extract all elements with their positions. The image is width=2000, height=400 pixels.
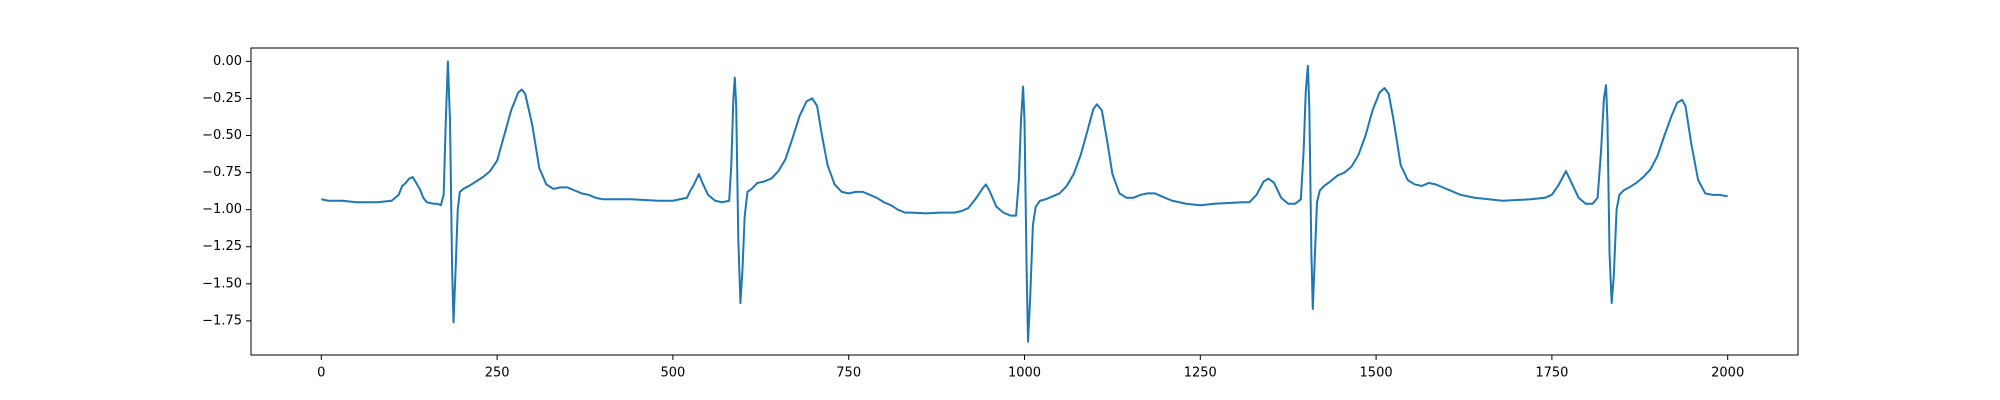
ecg-line bbox=[321, 60, 1728, 343]
x-tick-label: 0 bbox=[317, 366, 325, 381]
y-tick-label: −1.75 bbox=[202, 313, 242, 328]
x-tick-label: 250 bbox=[485, 366, 510, 381]
x-tick-label: 1500 bbox=[1360, 366, 1393, 381]
x-tick-label: 1750 bbox=[1535, 366, 1568, 381]
y-tick-label: −1.50 bbox=[202, 276, 242, 291]
x-tick-label: 1000 bbox=[1008, 366, 1041, 381]
y-tick-label: −0.75 bbox=[202, 165, 242, 180]
y-tick-label: −0.25 bbox=[202, 91, 242, 106]
y-tick-label: −1.00 bbox=[202, 202, 242, 217]
plot-frame bbox=[250, 47, 1799, 356]
x-tick-label: 750 bbox=[836, 366, 861, 381]
x-tick-label: 500 bbox=[660, 366, 685, 381]
y-tick-label: 0.00 bbox=[213, 54, 242, 69]
y-tick-label: −0.50 bbox=[202, 128, 242, 143]
x-tick-label: 2000 bbox=[1711, 366, 1744, 381]
x-tick-label: 1250 bbox=[1184, 366, 1217, 381]
y-tick-label: −1.25 bbox=[202, 239, 242, 254]
